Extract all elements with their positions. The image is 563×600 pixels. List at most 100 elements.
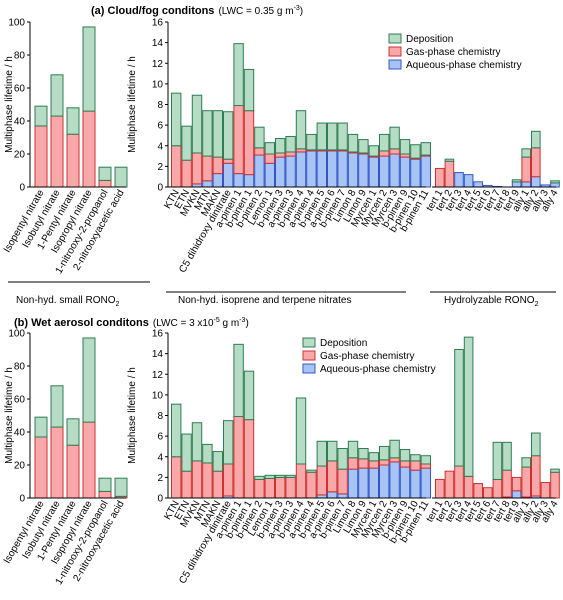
bar-deposition bbox=[264, 142, 276, 155]
bar-deposition bbox=[181, 433, 192, 472]
bar-gas bbox=[233, 416, 244, 499]
bar-deposition bbox=[233, 343, 244, 418]
y-tick-label: 20 bbox=[14, 150, 26, 161]
legend-b: Deposition Gas-phase chemistry Aqueous-p… bbox=[302, 337, 436, 375]
legend-label-aqueous: Aqueous-phase chemistry bbox=[320, 364, 436, 375]
y-tick-label: 10 bbox=[152, 390, 164, 401]
bar-aqueous bbox=[347, 468, 359, 499]
bar-deposition bbox=[295, 397, 307, 465]
bar-gas bbox=[379, 459, 390, 466]
bar-gas bbox=[181, 159, 192, 188]
legend-swatch-gas bbox=[388, 46, 402, 57]
bar-gas bbox=[531, 455, 541, 497]
bar-aqueous bbox=[223, 162, 234, 188]
bar-aqueous bbox=[399, 466, 411, 499]
bar-aqueous bbox=[410, 158, 421, 188]
bar-aqueous bbox=[550, 182, 560, 188]
bar-gas bbox=[347, 457, 359, 470]
bar-deposition bbox=[285, 135, 296, 153]
bar-deposition bbox=[243, 68, 255, 112]
bar-aqueous bbox=[327, 150, 338, 188]
bar-deposition bbox=[50, 74, 64, 117]
bar-aqueous bbox=[420, 155, 432, 188]
bar-deposition bbox=[492, 441, 503, 480]
bar-gas bbox=[243, 419, 255, 499]
bar-aqueous bbox=[389, 461, 400, 499]
bar-deposition bbox=[285, 474, 296, 478]
y-tick-label: 60 bbox=[14, 84, 26, 95]
bar-aqueous bbox=[531, 176, 541, 188]
bar-deposition bbox=[82, 337, 96, 423]
bar-deposition bbox=[306, 469, 317, 473]
y-axis-label: Multiphase lifetime / h bbox=[4, 367, 15, 464]
bar-gas bbox=[521, 466, 532, 498]
bar-gas bbox=[435, 167, 445, 188]
bar-gas bbox=[34, 125, 48, 188]
bar-deposition bbox=[233, 43, 244, 107]
group-label-hydro: Hydrolyzable RONO2 bbox=[444, 295, 539, 308]
bar-gas bbox=[389, 457, 400, 463]
bar-aqueous bbox=[233, 173, 244, 188]
bar-gas bbox=[66, 444, 80, 499]
bar-aqueous bbox=[202, 180, 213, 188]
y-tick-label: 16 bbox=[152, 329, 164, 340]
bar-gas bbox=[275, 476, 286, 499]
bar-deposition bbox=[191, 94, 203, 154]
bar-deposition bbox=[82, 26, 96, 112]
bar-gas bbox=[327, 460, 338, 493]
y-tick-label: 4 bbox=[157, 452, 163, 463]
bar-deposition bbox=[254, 475, 265, 480]
bar-gas bbox=[531, 147, 541, 178]
bar-gas bbox=[483, 487, 493, 499]
bar-gas bbox=[254, 478, 265, 499]
bar-deposition bbox=[454, 349, 464, 467]
bar-deposition bbox=[463, 336, 474, 477]
bar-gas bbox=[212, 470, 224, 499]
bar-gas bbox=[98, 490, 112, 499]
bar-aqueous bbox=[454, 172, 464, 188]
legend-label-gas: Gas-phase chemistry bbox=[406, 47, 500, 58]
bar-aqueous bbox=[337, 150, 348, 188]
legend-swatch-aqueous bbox=[302, 363, 316, 374]
bar-deposition bbox=[202, 110, 213, 157]
y-tick-label: 14 bbox=[152, 38, 164, 49]
bar-deposition bbox=[399, 139, 411, 155]
bar-gas bbox=[379, 150, 390, 157]
bar-aqueous bbox=[285, 155, 296, 188]
bar-deposition bbox=[399, 449, 411, 462]
bar-deposition bbox=[550, 468, 560, 473]
bar-aqueous bbox=[368, 467, 380, 499]
bar-gas bbox=[202, 462, 213, 499]
bar-deposition bbox=[444, 158, 455, 162]
y-tick-label: 12 bbox=[152, 59, 164, 70]
y-tick-label: 10 bbox=[152, 79, 164, 90]
y-tick-label: 20 bbox=[14, 461, 26, 472]
bar-gas bbox=[368, 460, 380, 469]
bar-aqueous bbox=[399, 156, 411, 188]
bar-aqueous bbox=[473, 181, 483, 188]
panel-a-title: (a) Cloud/fog conditons (LWC = 0.35 g m-3… bbox=[91, 5, 303, 17]
legend-label-aqueous: Aqueous-phase chemistry bbox=[406, 60, 522, 71]
bar-deposition bbox=[327, 440, 338, 462]
bar-deposition bbox=[502, 441, 512, 471]
bar-gas bbox=[358, 458, 369, 469]
bar-deposition bbox=[368, 452, 380, 462]
bar-aqueous bbox=[254, 154, 265, 188]
bar-gas bbox=[473, 483, 483, 499]
bar-deposition bbox=[243, 370, 255, 421]
y-tick-label: 0 bbox=[157, 183, 163, 194]
panel-b-title: (b) Wet aerosol conditons (LWC = 3 x10-5 … bbox=[14, 317, 249, 329]
bar-gas bbox=[181, 470, 192, 499]
bar-gas bbox=[550, 471, 560, 499]
bar-aqueous bbox=[337, 493, 348, 499]
bar-gas bbox=[202, 155, 213, 182]
bar-deposition bbox=[223, 111, 234, 160]
bar-aqueous bbox=[358, 467, 369, 499]
bar-gas bbox=[264, 153, 276, 164]
y-tick-label: 40 bbox=[14, 117, 26, 128]
bar-aqueous bbox=[212, 173, 224, 188]
bar-deposition bbox=[337, 122, 348, 151]
bar-gas bbox=[254, 147, 265, 156]
bar-gas bbox=[191, 152, 203, 185]
bar-aqueous bbox=[511, 490, 522, 499]
